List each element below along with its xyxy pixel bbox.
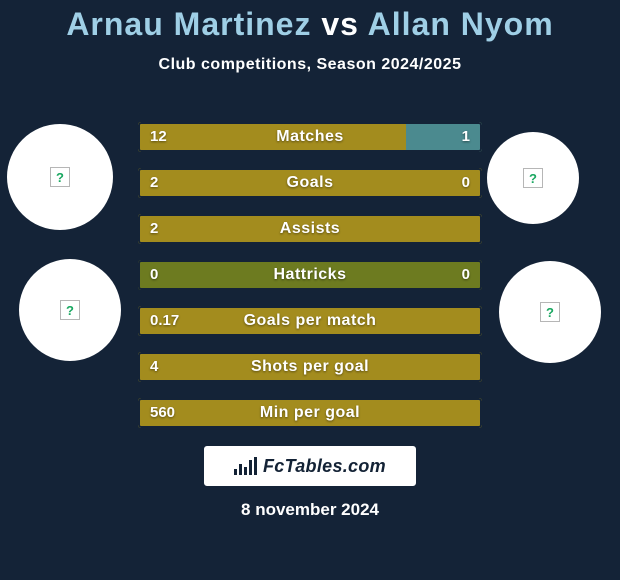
player1-avatar: ?: [7, 124, 113, 230]
stat-row: 20Goals: [138, 168, 482, 198]
team1-logo: ?: [19, 259, 121, 361]
image-placeholder-icon: ?: [50, 167, 70, 187]
team2-logo: ?: [499, 261, 601, 363]
stat-label: Hattricks: [138, 260, 482, 290]
stat-row: 560Min per goal: [138, 398, 482, 428]
source-badge: FcTables.com: [204, 446, 416, 486]
stat-label: Shots per goal: [138, 352, 482, 382]
stats-panel: 121Matches 20Goals 2Assists 00Hattricks 0.17…: [138, 122, 482, 444]
stat-row: 2Assists: [138, 214, 482, 244]
stat-label: Min per goal: [138, 398, 482, 428]
stat-label: Matches: [138, 122, 482, 152]
stat-row: 0.17Goals per match: [138, 306, 482, 336]
title-vs: vs: [311, 6, 367, 42]
page-title: Arnau Martinez vs Allan Nyom: [0, 0, 620, 42]
source-badge-text: FcTables.com: [263, 456, 386, 477]
subtitle: Club competitions, Season 2024/2025: [0, 56, 620, 74]
stat-label: Assists: [138, 214, 482, 244]
chart-bars-icon: [234, 457, 257, 475]
title-player2: Allan Nyom: [368, 6, 554, 42]
stat-label: Goals per match: [138, 306, 482, 336]
player2-avatar: ?: [487, 132, 579, 224]
stat-label: Goals: [138, 168, 482, 198]
stat-row: 00Hattricks: [138, 260, 482, 290]
stat-row: 121Matches: [138, 122, 482, 152]
footer-date: 8 november 2024: [0, 500, 620, 520]
image-placeholder-icon: ?: [60, 300, 80, 320]
comparison-infographic: Arnau Martinez vs Allan Nyom Club compet…: [0, 0, 620, 580]
image-placeholder-icon: ?: [540, 302, 560, 322]
stat-row: 4Shots per goal: [138, 352, 482, 382]
title-player1: Arnau Martinez: [66, 6, 311, 42]
image-placeholder-icon: ?: [523, 168, 543, 188]
